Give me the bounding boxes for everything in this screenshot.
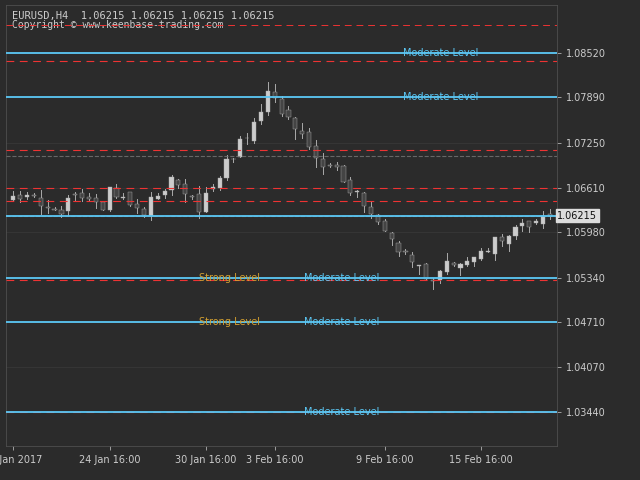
Bar [548, 215, 552, 216]
Bar [513, 227, 518, 236]
Bar [204, 193, 208, 212]
Bar [183, 184, 188, 194]
Bar [458, 264, 463, 268]
Bar [342, 166, 346, 182]
Bar [18, 195, 22, 199]
Bar [348, 180, 353, 193]
Bar [80, 193, 84, 198]
Bar [307, 132, 311, 147]
Text: 1.06215: 1.06215 [557, 211, 597, 221]
Bar [287, 110, 291, 117]
Text: Strong Level: Strong Level [199, 273, 260, 283]
Bar [60, 210, 63, 214]
Bar [335, 165, 339, 167]
Bar [507, 236, 511, 244]
Bar [266, 91, 270, 112]
Bar [12, 196, 15, 200]
Bar [218, 178, 221, 189]
Bar [293, 118, 298, 129]
Bar [142, 209, 146, 215]
Bar [383, 221, 387, 231]
Bar [135, 204, 139, 208]
Bar [520, 223, 524, 226]
Bar [472, 257, 476, 262]
Bar [424, 264, 428, 279]
Bar [115, 189, 118, 197]
Bar [431, 280, 435, 281]
Bar [45, 206, 50, 208]
Text: Moderate Level: Moderate Level [303, 273, 379, 283]
Bar [280, 99, 284, 114]
Bar [170, 177, 173, 190]
Bar [465, 262, 469, 265]
Bar [94, 198, 98, 202]
Bar [376, 216, 380, 221]
Bar [211, 188, 215, 189]
Bar [108, 187, 111, 210]
Bar [67, 198, 70, 211]
Text: Copyright © www.keenbase-trading.com: Copyright © www.keenbase-trading.com [12, 20, 223, 30]
Bar [452, 263, 456, 265]
Bar [149, 197, 153, 216]
Bar [527, 221, 531, 227]
Bar [177, 180, 180, 185]
Bar [252, 121, 256, 141]
Bar [541, 216, 545, 224]
Bar [128, 192, 132, 205]
Bar [100, 202, 105, 209]
Text: Moderate Level: Moderate Level [303, 407, 379, 417]
Bar [259, 112, 263, 121]
Bar [328, 165, 332, 166]
Bar [225, 159, 228, 178]
Bar [190, 195, 194, 197]
Bar [479, 251, 483, 259]
Bar [300, 131, 304, 134]
Bar [486, 251, 490, 252]
Bar [273, 92, 276, 97]
Bar [438, 271, 442, 280]
Bar [397, 243, 401, 252]
Bar [534, 221, 538, 223]
Bar [410, 255, 414, 262]
Bar [390, 233, 394, 240]
Bar [25, 195, 29, 197]
Text: Strong Level: Strong Level [199, 317, 260, 327]
Text: Moderate Level: Moderate Level [303, 317, 379, 327]
Text: Moderate Level: Moderate Level [403, 92, 478, 102]
Bar [500, 237, 504, 240]
Bar [87, 197, 91, 199]
Bar [417, 265, 421, 266]
Bar [445, 261, 449, 272]
Bar [238, 139, 243, 156]
Bar [369, 206, 373, 214]
Bar [362, 193, 366, 206]
Bar [197, 194, 201, 212]
Text: Moderate Level: Moderate Level [403, 48, 478, 58]
Bar [314, 146, 318, 158]
Bar [493, 237, 497, 254]
Bar [39, 198, 43, 206]
Bar [163, 191, 166, 195]
Bar [32, 194, 36, 196]
Text: EURUSD,H4  1.06215 1.06215 1.06215 1.06215: EURUSD,H4 1.06215 1.06215 1.06215 1.0621… [12, 12, 275, 22]
Bar [156, 196, 160, 199]
Bar [321, 158, 325, 167]
